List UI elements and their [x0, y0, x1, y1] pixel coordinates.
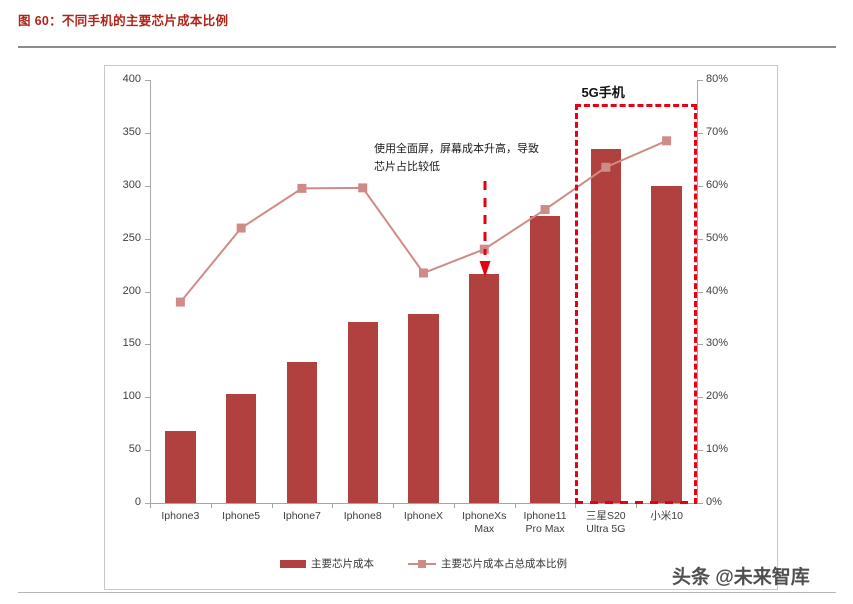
y-axis-right-tick [698, 291, 703, 293]
y-axis-right-tick-label: 40% [706, 284, 729, 297]
legend-label-line: 主要芯片成本占总成本比例 [441, 558, 567, 570]
y-axis-left-tick-label: 100 [122, 390, 141, 403]
x-axis-tick [453, 503, 455, 508]
bar[interactable] [590, 148, 621, 503]
y-axis-right-tick [698, 344, 703, 346]
bottom-divider [18, 592, 836, 593]
bar[interactable] [651, 185, 682, 503]
watermark: 头条 @未来智库 [672, 567, 810, 588]
x-axis-line [150, 503, 697, 504]
y-axis-right-tick-label: 50% [706, 231, 729, 244]
down-arrow-icon [479, 181, 491, 277]
y-axis-left-tick [145, 132, 150, 134]
y-axis-right-tick [698, 397, 703, 399]
bar[interactable] [286, 362, 318, 503]
line-marker[interactable]: Iphone11 Pro Max: 55% [540, 205, 550, 215]
y-axis-left-tick [145, 397, 150, 399]
x-axis-category-label: 三星S20 Ultra 5G [585, 510, 626, 535]
y-axis-right-tick [698, 503, 703, 504]
y-axis-left-tick-label: 400 [122, 73, 141, 85]
line-marker[interactable]: Iphone7: 60% [297, 183, 307, 193]
x-axis-tick [636, 503, 638, 508]
five-g-highlight-box [575, 104, 697, 504]
legend-swatch-line-icon [408, 559, 436, 569]
bar[interactable] [529, 216, 561, 503]
y-axis-left-tick [145, 503, 150, 504]
x-axis-category-label: Iphone5 [222, 510, 261, 522]
x-axis-tick [210, 503, 212, 508]
y-axis-right-tick-label: 60% [706, 178, 729, 191]
y-axis-right-tick [698, 80, 703, 81]
y-axis-right-tick-label: 80% [706, 73, 729, 85]
five-g-highlight-box-bottom [575, 501, 697, 504]
y-axis-right-tick [698, 450, 703, 452]
y-axis-left-tick [145, 80, 150, 81]
y-axis-left-tick-label: 300 [122, 178, 141, 191]
bar[interactable] [408, 313, 439, 503]
y-axis-right-tick-label: 70% [706, 125, 729, 138]
bar-series-主要芯片成本 [150, 80, 697, 503]
line-marker[interactable]: 三星S20 Ultra 5G: 63% [601, 162, 611, 172]
x-axis-category-label: IphoneX [403, 510, 444, 522]
y-axis-right-tick [698, 238, 703, 240]
y-axis-right-tick [698, 132, 703, 134]
x-axis-category-label: Iphone7 [282, 510, 321, 522]
x-axis-tick [575, 503, 577, 508]
x-axis-category-label: IphoneXs Max [462, 510, 507, 535]
x-axis-tick [271, 503, 273, 508]
y-axis-left-tick [145, 238, 150, 240]
x-axis-tick [393, 503, 395, 508]
title-divider [18, 46, 836, 48]
y-axis-left-line [150, 80, 151, 504]
y-axis-left-tick [145, 344, 150, 346]
legend-item-line[interactable]: 主要芯片成本占总成本比例 [408, 556, 567, 571]
legend-swatch-bar-icon [280, 559, 306, 568]
y-axis-left-tick [145, 185, 150, 187]
line-marker[interactable]: IphoneX: 43% [419, 268, 428, 278]
page-title: 图 60：不同手机的主要芯片成本比例 [18, 14, 229, 28]
legend-label-bar: 主要芯片成本 [311, 558, 374, 570]
bar[interactable] [469, 273, 500, 503]
bar[interactable] [225, 394, 257, 503]
y-axis-right-tick-label: 30% [706, 337, 729, 350]
y-axis-right-line [697, 80, 698, 504]
y-axis-left-tick [145, 291, 150, 293]
y-axis-left-tick-label: 350 [122, 125, 141, 138]
annotation-text: 使用全面屏，屏幕成本升高，导致芯片占比较低 [374, 143, 539, 173]
x-axis-category-label: Iphone11 Pro Max [523, 510, 567, 535]
x-axis-category-label: 小米10 [650, 510, 683, 522]
x-axis-tick [150, 503, 151, 508]
y-axis-right-tick-label: 10% [706, 443, 729, 456]
y-axis-right-tick [698, 185, 703, 187]
x-axis-tick [332, 503, 334, 508]
x-axis-category-label: Iphone3 [161, 510, 200, 522]
line-marker[interactable]: 小米10: 68% [662, 136, 672, 146]
bar[interactable] [347, 322, 378, 503]
y-axis-right-tick-label: 20% [706, 390, 729, 403]
y-axis-left-tick-label: 200 [122, 284, 141, 297]
y-axis-left-tick-label: 50 [128, 443, 141, 456]
y-axis-left-tick-label: 0 [134, 496, 141, 508]
chart-legend: 主要芯片成本 主要芯片成本占总成本比例 [150, 556, 697, 571]
line-marker[interactable]: Iphone8: 60% [358, 183, 368, 193]
legend-item-bar[interactable]: 主要芯片成本 [280, 556, 374, 571]
y-axis-left-tick [145, 450, 150, 452]
bar[interactable] [165, 431, 196, 503]
x-axis-tick [514, 503, 516, 508]
y-axis-right-tick-label: 0% [706, 496, 722, 508]
x-axis-category-label: Iphone8 [343, 510, 382, 522]
line-marker[interactable]: Iphone5: 52% [236, 223, 246, 233]
y-axis-left-tick-label: 250 [122, 231, 141, 244]
y-axis-left-tick-label: 150 [122, 337, 141, 350]
five-g-label: 5G手机 [581, 85, 625, 100]
line-marker[interactable]: Iphone3: 38% [175, 297, 185, 307]
